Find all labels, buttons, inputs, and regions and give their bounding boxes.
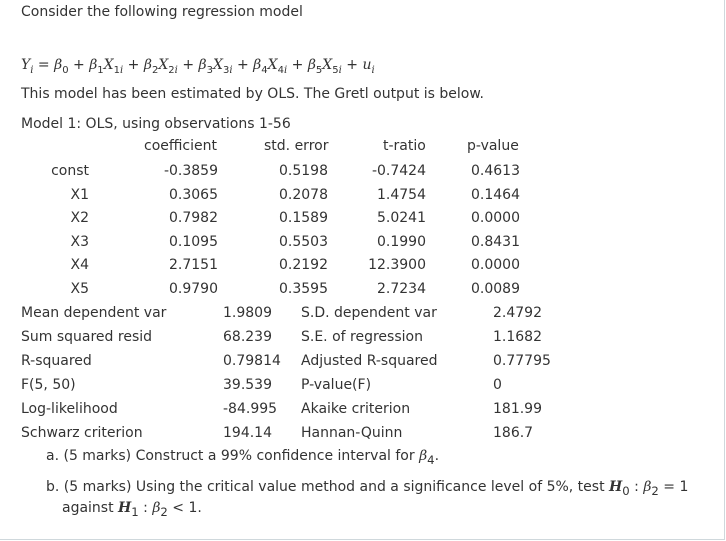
stat-value-2: 186.7: [493, 425, 534, 441]
stat-label: Mean dependent var: [21, 305, 167, 321]
stat-label-2: Hannan-Quinn: [301, 425, 403, 441]
coef-value: 0.7982: [169, 210, 218, 227]
coef-t-ratio: 1.4754: [377, 186, 426, 203]
stat-label: Log-likelihood: [21, 401, 118, 417]
coef-std-error: 0.3595: [279, 281, 328, 297]
header-p-value: p-value: [467, 138, 519, 154]
coef-p-value: 0.0000: [471, 257, 520, 274]
coef-t-ratio: 12.3900: [368, 257, 426, 274]
question-a: a. (5 marks) Construct a 99% confidence …: [46, 448, 440, 467]
header-coefficient: coefficient: [144, 138, 217, 154]
stat-value: 0.79814: [223, 353, 281, 369]
coef-std-error: 0.2078: [279, 186, 328, 203]
coef-value: 2.7151: [169, 257, 218, 274]
stat-value-2: 0.77795: [493, 353, 551, 369]
coef-p-value: 0.1464: [471, 186, 520, 203]
coef-value: 0.3065: [169, 186, 218, 203]
question-b-continued: against H1 : β2 < 1.: [62, 500, 202, 519]
question-b: b. (5 marks) Using the critical value me…: [46, 479, 689, 498]
coef-name: X5: [70, 281, 90, 297]
stat-label-2: Akaike criterion: [301, 401, 411, 417]
coef-value: 0.1095: [169, 233, 218, 250]
coef-name: X1: [70, 186, 90, 203]
coef-value: -0.3859: [163, 163, 218, 179]
coef-name: X3: [70, 233, 90, 250]
intro-text: Consider the following regression model: [21, 4, 303, 20]
stat-label-2: S.D. dependent var: [301, 305, 437, 321]
stat-value: 194.14: [223, 425, 272, 441]
stat-label: F(5, 50): [21, 377, 76, 393]
question-a-text: a. (5 marks) Construct a 99% confidence …: [46, 448, 415, 464]
stat-label: R-squared: [21, 353, 92, 369]
stat-value: 39.539: [223, 377, 272, 393]
coef-std-error: 0.5503: [279, 233, 328, 250]
stat-label: Sum squared resid: [21, 329, 153, 345]
coef-t-ratio: 5.0241: [377, 210, 426, 227]
coef-p-value: 0.4613: [471, 163, 520, 179]
stat-value: 68.239: [223, 329, 272, 345]
coef-std-error: 0.1589: [279, 210, 328, 227]
coef-t-ratio: 2.7234: [377, 281, 426, 297]
coef-std-error: 0.5198: [279, 163, 328, 179]
stat-value-2: 1.1682: [493, 329, 542, 345]
coef-t-ratio: 0.1990: [377, 233, 426, 250]
model-equation: Yi = β0 + β1X1i + β2X2i + β3X3i + β4X4i …: [21, 57, 375, 76]
coef-name: X4: [70, 257, 90, 274]
stat-value-2: 2.4792: [493, 305, 542, 321]
coef-p-value: 0.8431: [471, 233, 520, 250]
coef-value: 0.9790: [169, 281, 218, 297]
coef-p-value: 0.0089: [471, 281, 520, 297]
estimation-note: This model has been estimated by OLS. Th…: [21, 86, 484, 102]
question-b-against: against: [62, 500, 114, 516]
coef-name: X2: [70, 210, 90, 227]
stat-label-2: Adjusted R-squared: [301, 353, 438, 369]
coef-t-ratio: -0.7424: [371, 163, 426, 179]
stat-value-2: 181.99: [493, 401, 542, 417]
stat-label-2: S.E. of regression: [301, 329, 423, 345]
stat-value: 1.9809: [223, 305, 272, 321]
coef-p-value: 0.0000: [471, 210, 520, 227]
question-b-text: b. (5 marks) Using the critical value me…: [46, 479, 605, 495]
model-title: Model 1: OLS, using observations 1-56: [21, 116, 291, 132]
stat-label-2: P-value(F): [301, 377, 372, 393]
stat-label: Schwarz criterion: [21, 425, 143, 441]
stat-value: -84.995: [223, 401, 278, 417]
header-t-ratio: t-ratio: [383, 138, 426, 154]
coef-name: const: [51, 163, 89, 179]
coef-std-error: 0.2192: [279, 257, 328, 274]
header-std-error: std. error: [264, 138, 329, 154]
stat-value-2: 0: [493, 377, 502, 393]
